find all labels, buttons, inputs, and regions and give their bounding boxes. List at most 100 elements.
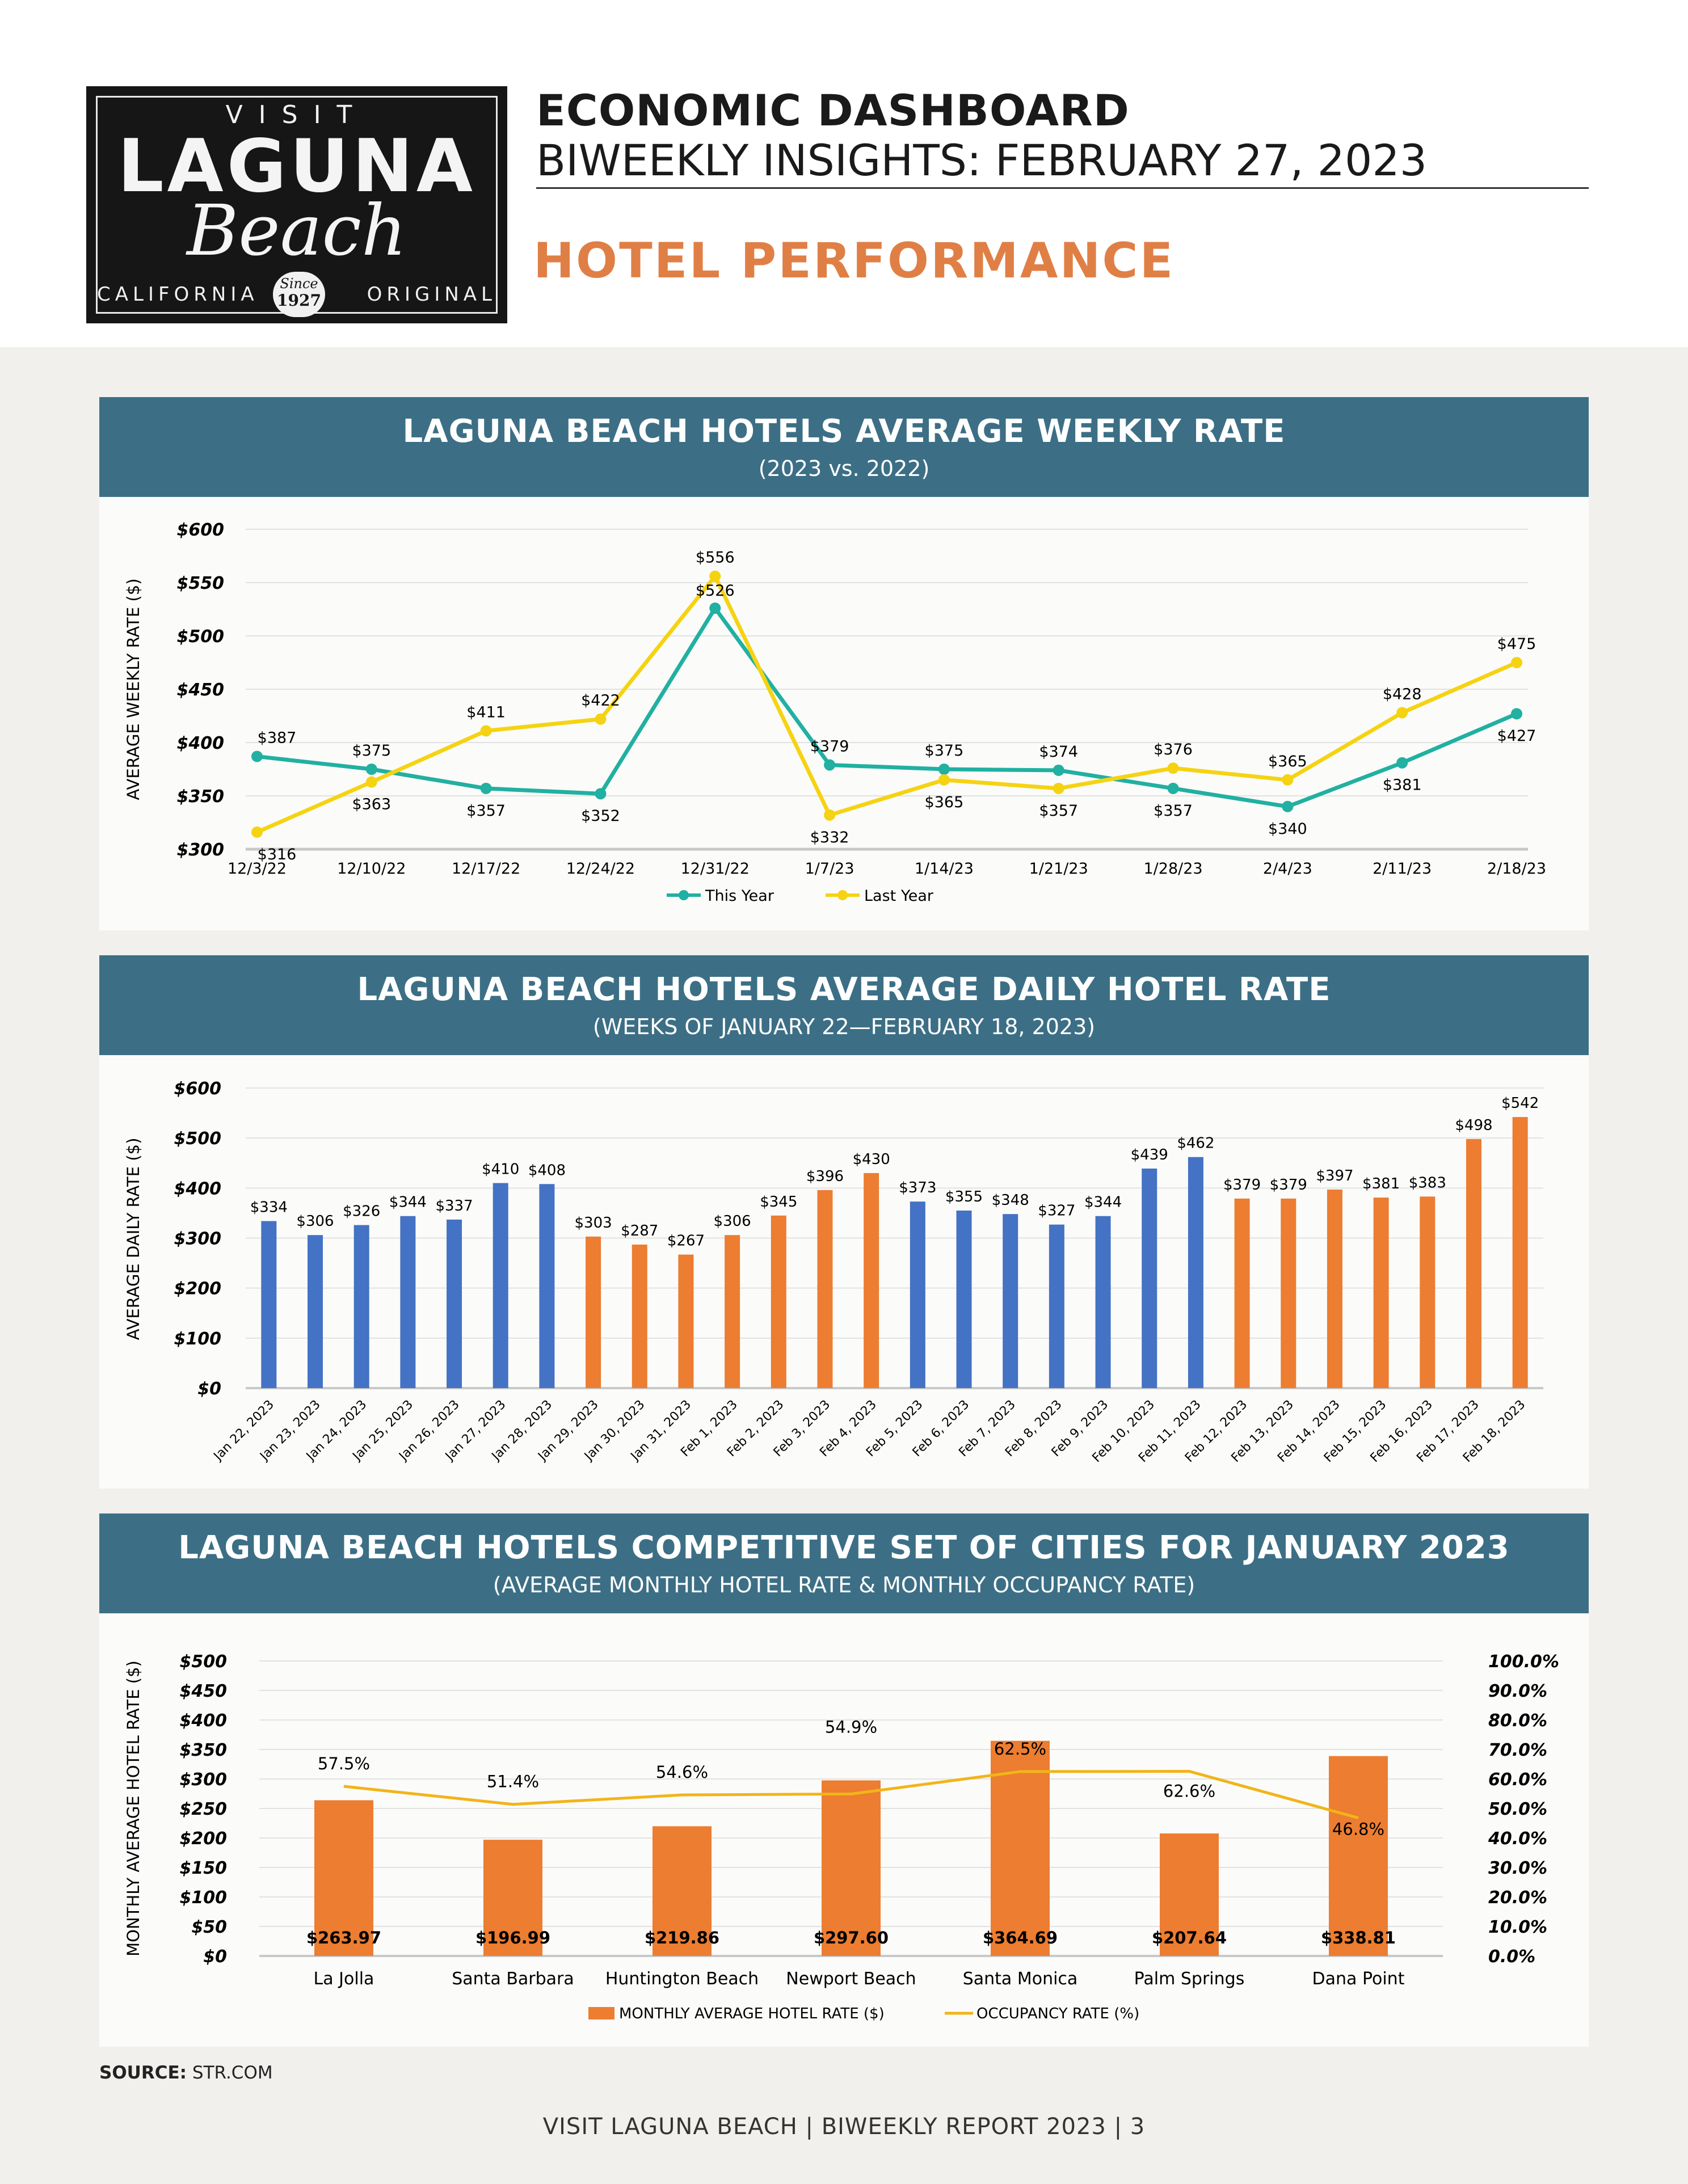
last-year-point <box>595 713 607 725</box>
bar-data-label: $327 <box>1038 1203 1075 1220</box>
bar <box>492 1183 508 1388</box>
y2-tick-label: 40.0% <box>1488 1829 1547 1849</box>
last-year-data-label: $365 <box>1268 753 1307 770</box>
occupancy-line <box>343 1769 1359 1820</box>
competitive-set-header: LAGUNA BEACH HOTELS COMPETITIVE SET OF C… <box>99 1513 1589 1613</box>
last-year-point <box>1282 774 1294 786</box>
bar-data-label: $430 <box>853 1151 890 1168</box>
bar-data-label: $344 <box>1084 1194 1122 1211</box>
logo-since-text: Since <box>280 276 318 292</box>
y-tick-label: $350 <box>180 1740 228 1760</box>
page-footer: VISIT LAGUNA BEACH | BIWEEKLY REPORT 202… <box>542 2114 1146 2140</box>
x-tick-label: 2/18/23 <box>1487 860 1546 878</box>
y-axis-label: AVERAGE WEEKLY RATE ($) <box>124 579 143 800</box>
bar <box>632 1244 647 1388</box>
bar-data-label: $498 <box>1455 1117 1492 1134</box>
bar-data-label: $373 <box>899 1179 936 1196</box>
logo-visit-text: VISIT <box>225 100 368 129</box>
this-year-point <box>1053 764 1064 776</box>
x-tick-label: 12/3/22 <box>228 860 287 878</box>
y-tick-label: $350 <box>177 787 225 807</box>
bar <box>725 1235 740 1388</box>
bar-data-label: $355 <box>945 1188 983 1205</box>
bar <box>1327 1189 1342 1388</box>
occupancy-data-label: 51.4% <box>487 1772 539 1791</box>
y-axis-label: AVERAGE DAILY RATE ($) <box>124 1138 143 1340</box>
this-year-line <box>256 606 1518 809</box>
y-tick-label: $500 <box>180 1652 228 1672</box>
y2-tick-label: 50.0% <box>1488 1799 1547 1819</box>
last-year-data-label: $363 <box>352 796 391 813</box>
legend-swatch-marker <box>837 890 848 900</box>
y2-tick-label: 10.0% <box>1488 1917 1547 1937</box>
occupancy-data-label: 46.8% <box>1332 1820 1384 1839</box>
this-year-point <box>365 764 377 775</box>
bar-data-label: $267 <box>667 1233 705 1250</box>
this-year-data-label: $379 <box>810 737 849 755</box>
bar <box>817 1190 833 1388</box>
competitive-set-panel: LAGUNA BEACH HOTELS COMPETITIVE SET OF C… <box>99 1513 1589 2047</box>
x-tick-label: 1/28/23 <box>1143 860 1202 878</box>
legend-swatch-bar <box>588 2007 614 2019</box>
bar-data-label: $306 <box>714 1213 751 1230</box>
x-tick-label: La Jolla <box>314 1969 374 1989</box>
x-tick-label: 2/11/23 <box>1373 860 1432 878</box>
last-year-data-label: $365 <box>925 794 964 811</box>
y-axis-label: MONTHLY AVERAGE HOTEL RATE ($) <box>124 1660 143 1957</box>
x-tick-label: Newport Beach <box>786 1969 916 1989</box>
x-tick-label: 12/10/22 <box>337 860 406 878</box>
x-tick-label: Huntington Beach <box>605 1969 759 1989</box>
y-tick-label: $100 <box>174 1329 222 1349</box>
bar-data-label: $379 <box>1223 1177 1261 1194</box>
bar <box>678 1254 694 1388</box>
bar <box>261 1221 277 1388</box>
last-year-point <box>1053 782 1064 794</box>
bar <box>822 1780 881 1956</box>
bar <box>314 1800 373 1956</box>
logo-original-text: ORIGINAL <box>367 283 496 306</box>
daily-rate-header: LAGUNA BEACH HOTELS AVERAGE DAILY HOTEL … <box>99 955 1589 1055</box>
daily-rate-chart: $0 $100 $200 $300 $400 $500 $600 AVERAGE DAILY … <box>124 1079 1543 1465</box>
x-tick-label: Santa Barbara <box>452 1969 574 1989</box>
bar-data-label: $364.69 <box>983 1928 1058 1947</box>
x-tick-label: 1/7/23 <box>805 860 854 878</box>
last-year-point <box>365 776 377 788</box>
y-tick-label: $200 <box>174 1279 222 1299</box>
bar-data-label: $303 <box>575 1215 612 1232</box>
y2-tick-label: 90.0% <box>1488 1681 1547 1701</box>
bar-data-label: $196.99 <box>475 1928 550 1947</box>
this-year-point <box>480 782 492 794</box>
last-year-point <box>1167 762 1179 774</box>
bar <box>1142 1168 1157 1388</box>
last-year-data-label: $556 <box>696 549 735 567</box>
bar-data-label: $379 <box>1270 1177 1307 1194</box>
x-tick-label: 12/24/22 <box>566 860 635 878</box>
occupancy-data-label: 57.5% <box>318 1754 370 1773</box>
y-tick-label: $600 <box>174 1079 222 1099</box>
last-year-point <box>709 570 721 582</box>
bar <box>1466 1139 1481 1388</box>
bar-data-label: $462 <box>1177 1135 1214 1152</box>
bar <box>447 1219 462 1388</box>
x-tick-label: 12/31/22 <box>681 860 750 878</box>
bar <box>400 1216 416 1388</box>
bar <box>1188 1157 1203 1388</box>
y-tick-label: $400 <box>180 1711 228 1731</box>
bar-data-label: $345 <box>760 1194 797 1211</box>
bar-data-label: $542 <box>1501 1095 1539 1112</box>
bar-data-label: $334 <box>250 1199 288 1216</box>
last-year-data-label: $357 <box>1039 802 1078 820</box>
x-tick-label: 1/14/23 <box>915 860 974 878</box>
bar <box>771 1215 786 1388</box>
this-year-point <box>938 764 950 775</box>
bar <box>308 1235 323 1388</box>
visit-laguna-beach-logo: VISIT LAGUNA Beach CALIFORNIA ORIGINAL S… <box>86 86 507 323</box>
bar-data-label: $337 <box>435 1198 473 1215</box>
logo-year-text: 1927 <box>277 291 321 310</box>
this-year-data-label: $375 <box>352 742 391 760</box>
legend-label: Last Year <box>864 887 934 905</box>
weekly-rate-panel: LAGUNA BEACH HOTELS AVERAGE WEEKLY RATE … <box>99 397 1589 930</box>
legend-swatch-marker <box>679 890 689 900</box>
y-tick-label: $300 <box>177 840 225 860</box>
this-year-point <box>1282 800 1294 812</box>
